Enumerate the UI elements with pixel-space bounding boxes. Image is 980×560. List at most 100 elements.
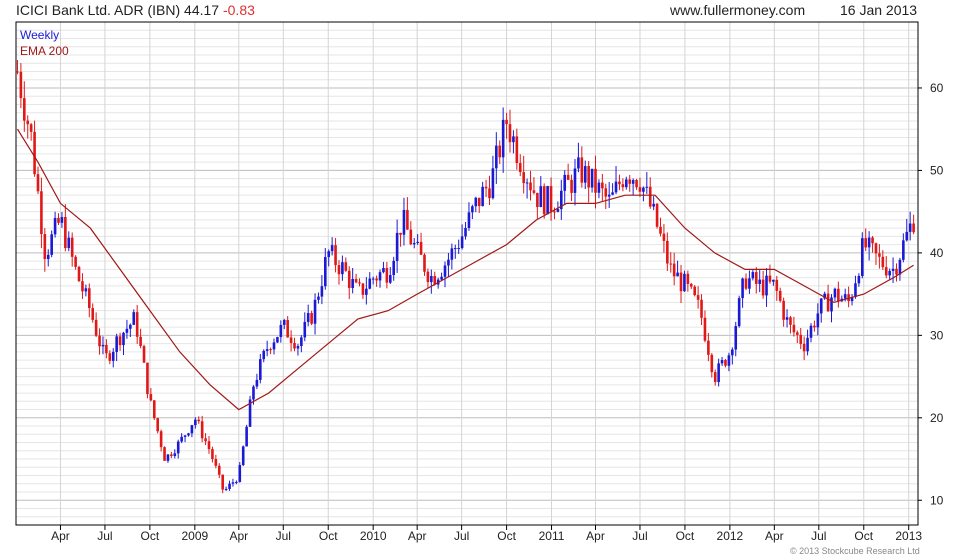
weekly-candle	[125, 328, 129, 333]
weekly-candle	[860, 238, 864, 276]
weekly-candle	[905, 231, 909, 241]
weekly-candle	[108, 353, 112, 361]
weekly-candle	[23, 98, 26, 121]
weekly-candle	[782, 300, 785, 320]
weekly-candle	[320, 286, 324, 297]
weekly-candle	[385, 268, 389, 283]
weekly-candle	[833, 288, 837, 298]
weekly-candle	[412, 242, 416, 245]
weekly-candle	[64, 217, 67, 249]
weekly-candle	[761, 279, 765, 296]
y-tick-label: 40	[930, 246, 944, 260]
chart-header: ICICI Bank Ltd. ADR (IBN) 44.17 -0.83 ww…	[0, 0, 980, 22]
weekly-candle	[457, 248, 460, 250]
weekly-candle	[484, 186, 488, 189]
weekly-candle	[91, 308, 95, 320]
weekly-candle	[645, 186, 649, 188]
weekly-candle	[700, 299, 703, 318]
weekly-candle	[505, 119, 508, 125]
source-website[interactable]: www.fullermoney.com	[670, 2, 806, 18]
weekly-candle	[518, 163, 522, 173]
weekly-candle	[180, 436, 183, 442]
weekly-candle	[655, 203, 659, 227]
weekly-candle	[36, 174, 40, 192]
weekly-candle	[501, 119, 505, 158]
weekly-candle	[460, 236, 464, 249]
x-tick-label: Oct	[854, 529, 873, 543]
x-tick-label: Oct	[319, 529, 338, 543]
weekly-candle	[604, 188, 608, 197]
weekly-candle	[659, 226, 662, 234]
weekly-candle	[857, 275, 861, 284]
weekly-candle	[573, 168, 577, 193]
weekly-candle	[98, 335, 101, 347]
weekly-candle	[867, 237, 871, 248]
weekly-candle	[334, 245, 337, 266]
weekly-candle	[282, 320, 286, 325]
weekly-candle	[895, 268, 898, 275]
x-tick-label: 2012	[717, 529, 744, 543]
weekly-candle	[775, 279, 779, 291]
weekly-candle	[628, 179, 632, 184]
weekly-candle	[118, 336, 122, 346]
weekly-candle	[132, 312, 136, 325]
weekly-candle	[601, 182, 604, 189]
weekly-candle	[276, 337, 279, 343]
weekly-candle	[259, 359, 262, 380]
weekly-candle	[26, 120, 30, 125]
weekly-candle	[652, 203, 655, 207]
weekly-candle	[375, 278, 378, 281]
weekly-candle	[819, 298, 823, 314]
weekly-candle	[43, 234, 47, 260]
weekly-candle	[337, 265, 341, 275]
weekly-candle	[221, 474, 224, 490]
weekly-candle	[809, 325, 813, 338]
weekly-candle	[837, 288, 840, 302]
weekly-candle	[252, 386, 255, 400]
weekly-candle	[536, 192, 539, 208]
x-tick-label: 2009	[181, 529, 208, 543]
weekly-candle	[371, 278, 375, 280]
weekly-candle	[717, 363, 720, 383]
weekly-candle	[101, 344, 105, 347]
weekly-candle	[231, 482, 235, 484]
weekly-candle	[512, 136, 515, 143]
weekly-candle	[881, 256, 885, 268]
weekly-candle	[262, 350, 266, 360]
weekly-candle	[624, 179, 628, 188]
weekly-candle	[33, 131, 36, 175]
weekly-candle	[419, 241, 423, 255]
x-tick-label: Apr	[765, 529, 784, 543]
weekly-candle	[539, 186, 543, 208]
weekly-candle	[450, 248, 454, 260]
weekly-candle	[248, 399, 252, 427]
weekly-candle	[792, 324, 796, 333]
weekly-candle	[888, 270, 891, 276]
weekly-candle	[416, 241, 419, 243]
x-tick-label: 2013	[895, 529, 922, 543]
weekly-candle	[789, 317, 792, 325]
weekly-candle	[142, 346, 146, 363]
weekly-candle	[443, 265, 447, 277]
weekly-candle	[310, 313, 313, 324]
weekly-candle	[570, 179, 573, 193]
weekly-candle	[689, 283, 693, 287]
x-tick-label: Jul	[276, 529, 291, 543]
weekly-candle	[74, 256, 77, 267]
x-tick-label: Oct	[497, 529, 516, 543]
weekly-candle	[467, 212, 471, 228]
weekly-candle	[727, 355, 731, 366]
weekly-candle	[912, 223, 915, 233]
weekly-candle	[529, 182, 532, 191]
weekly-candle	[77, 266, 81, 282]
weekly-candle	[826, 293, 830, 312]
chart-title: ICICI Bank Ltd. ADR (IBN) 44.17 -0.83	[16, 2, 255, 18]
weekly-candle	[204, 438, 207, 442]
weekly-candle	[94, 319, 98, 336]
weekly-candle	[300, 337, 303, 347]
weekly-candle	[87, 288, 91, 309]
weekly-candle	[286, 320, 289, 338]
weekly-candle	[683, 273, 686, 292]
weekly-candle	[607, 194, 611, 197]
weekly-candle	[453, 248, 457, 250]
